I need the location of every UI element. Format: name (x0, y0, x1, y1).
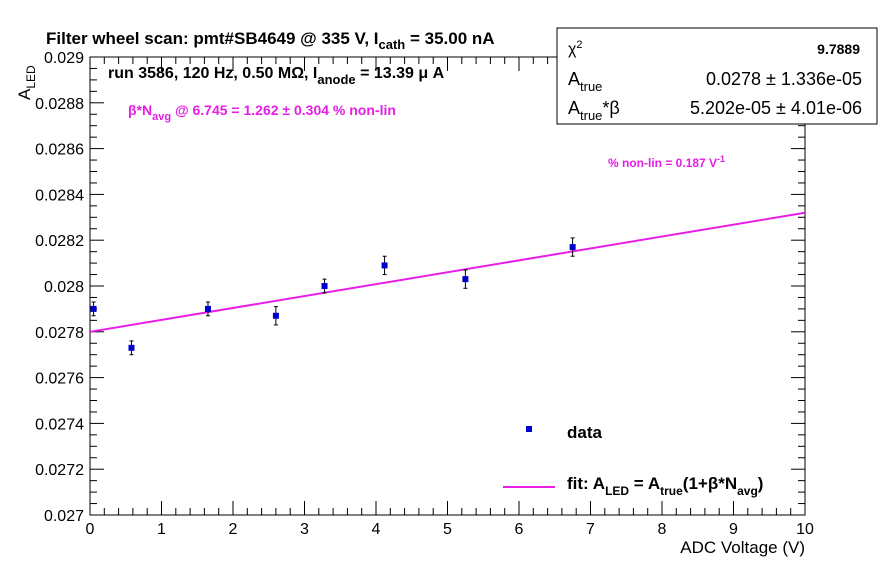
data-point (90, 305, 97, 312)
y-axis-label: ALED (15, 65, 38, 100)
stats-atrue-label: Atrue (568, 69, 602, 94)
data-point (321, 283, 328, 289)
fit-line-group (89, 211, 806, 333)
stats-atrue-value: 0.0278 ± 1.336e-05 (706, 69, 862, 89)
x-tick-label: 9 (729, 521, 738, 538)
stats-atb-value: 5.202e-05 ± 4.01e-06 (690, 98, 862, 118)
plot-frame (89, 56, 806, 516)
chart-title: Filter wheel scan: pmt#SB4649 @ 335 V, I… (46, 29, 495, 52)
x-tick-label: 8 (658, 521, 667, 538)
x-tick-label: 7 (586, 521, 595, 538)
y-tick-label: 0.029 (44, 50, 84, 67)
y-tick-label: 0.028 (44, 279, 84, 296)
y-tick-label: 0.0272 (35, 462, 84, 479)
legend-data-marker (526, 426, 532, 432)
y-tick-label: 0.0286 (35, 142, 84, 159)
fit-line (89, 211, 806, 333)
legend-fit-label: fit: ALED = Atrue(1+β*Navg) (567, 474, 763, 498)
y-tick-label: 0.0284 (35, 187, 84, 204)
data-points-group (90, 237, 576, 356)
x-tick-label: 4 (372, 521, 381, 538)
y-tick-label: 0.0282 (35, 233, 84, 250)
data-point (381, 262, 388, 269)
y-tick-label: 0.027 (44, 508, 84, 525)
y-tick-label: 0.0276 (35, 371, 84, 388)
x-tick-label: 0 (86, 521, 95, 538)
chart-subtitle: run 3586, 120 Hz, 0.50 MΩ, Ianode = 13.3… (108, 65, 445, 87)
y-tick-label: 0.0274 (35, 416, 84, 433)
y-axis-ticks: 0.027 0.0272 0.0274 0.0276 0.0278 0.028 0.0282… (35, 50, 805, 525)
y-tick-label: 0.0278 (35, 325, 84, 342)
legend-data-label: data (567, 423, 603, 442)
x-tick-label: 2 (229, 521, 238, 538)
stats-box: χ2 9.7889 Atrue 0.0278 ± 1.336e-05 Atrue… (556, 27, 878, 125)
x-tick-label: 10 (796, 521, 814, 538)
data-point (272, 312, 279, 319)
x-axis-ticks: 0 1 2 3 4 5 6 7 8 9 10 (86, 57, 814, 538)
x-tick-label: 6 (515, 521, 524, 538)
data-point (204, 305, 211, 312)
beta-annotation: β*Navg @ 6.745 = 1.262 ± 0.304 % non-lin (128, 102, 396, 123)
data-point (569, 244, 576, 251)
x-tick-label: 3 (300, 521, 309, 538)
x-axis-label: ADC Voltage (V) (680, 538, 805, 557)
x-tick-label: 1 (157, 521, 166, 538)
stats-chi2-value: 9.7889 (817, 41, 860, 57)
data-point (128, 344, 135, 351)
data-point (462, 276, 469, 283)
slope-annotation: % non-lin = 0.187 V-1 (608, 154, 725, 170)
legend: data fit: ALED = Atrue(1+β*Navg) (503, 423, 763, 498)
x-tick-label: 5 (443, 521, 452, 538)
y-tick-label: 0.0288 (35, 96, 84, 113)
stats-chi2-label: χ2 (568, 39, 583, 58)
stats-atb-label: Atrue*β (568, 98, 620, 123)
